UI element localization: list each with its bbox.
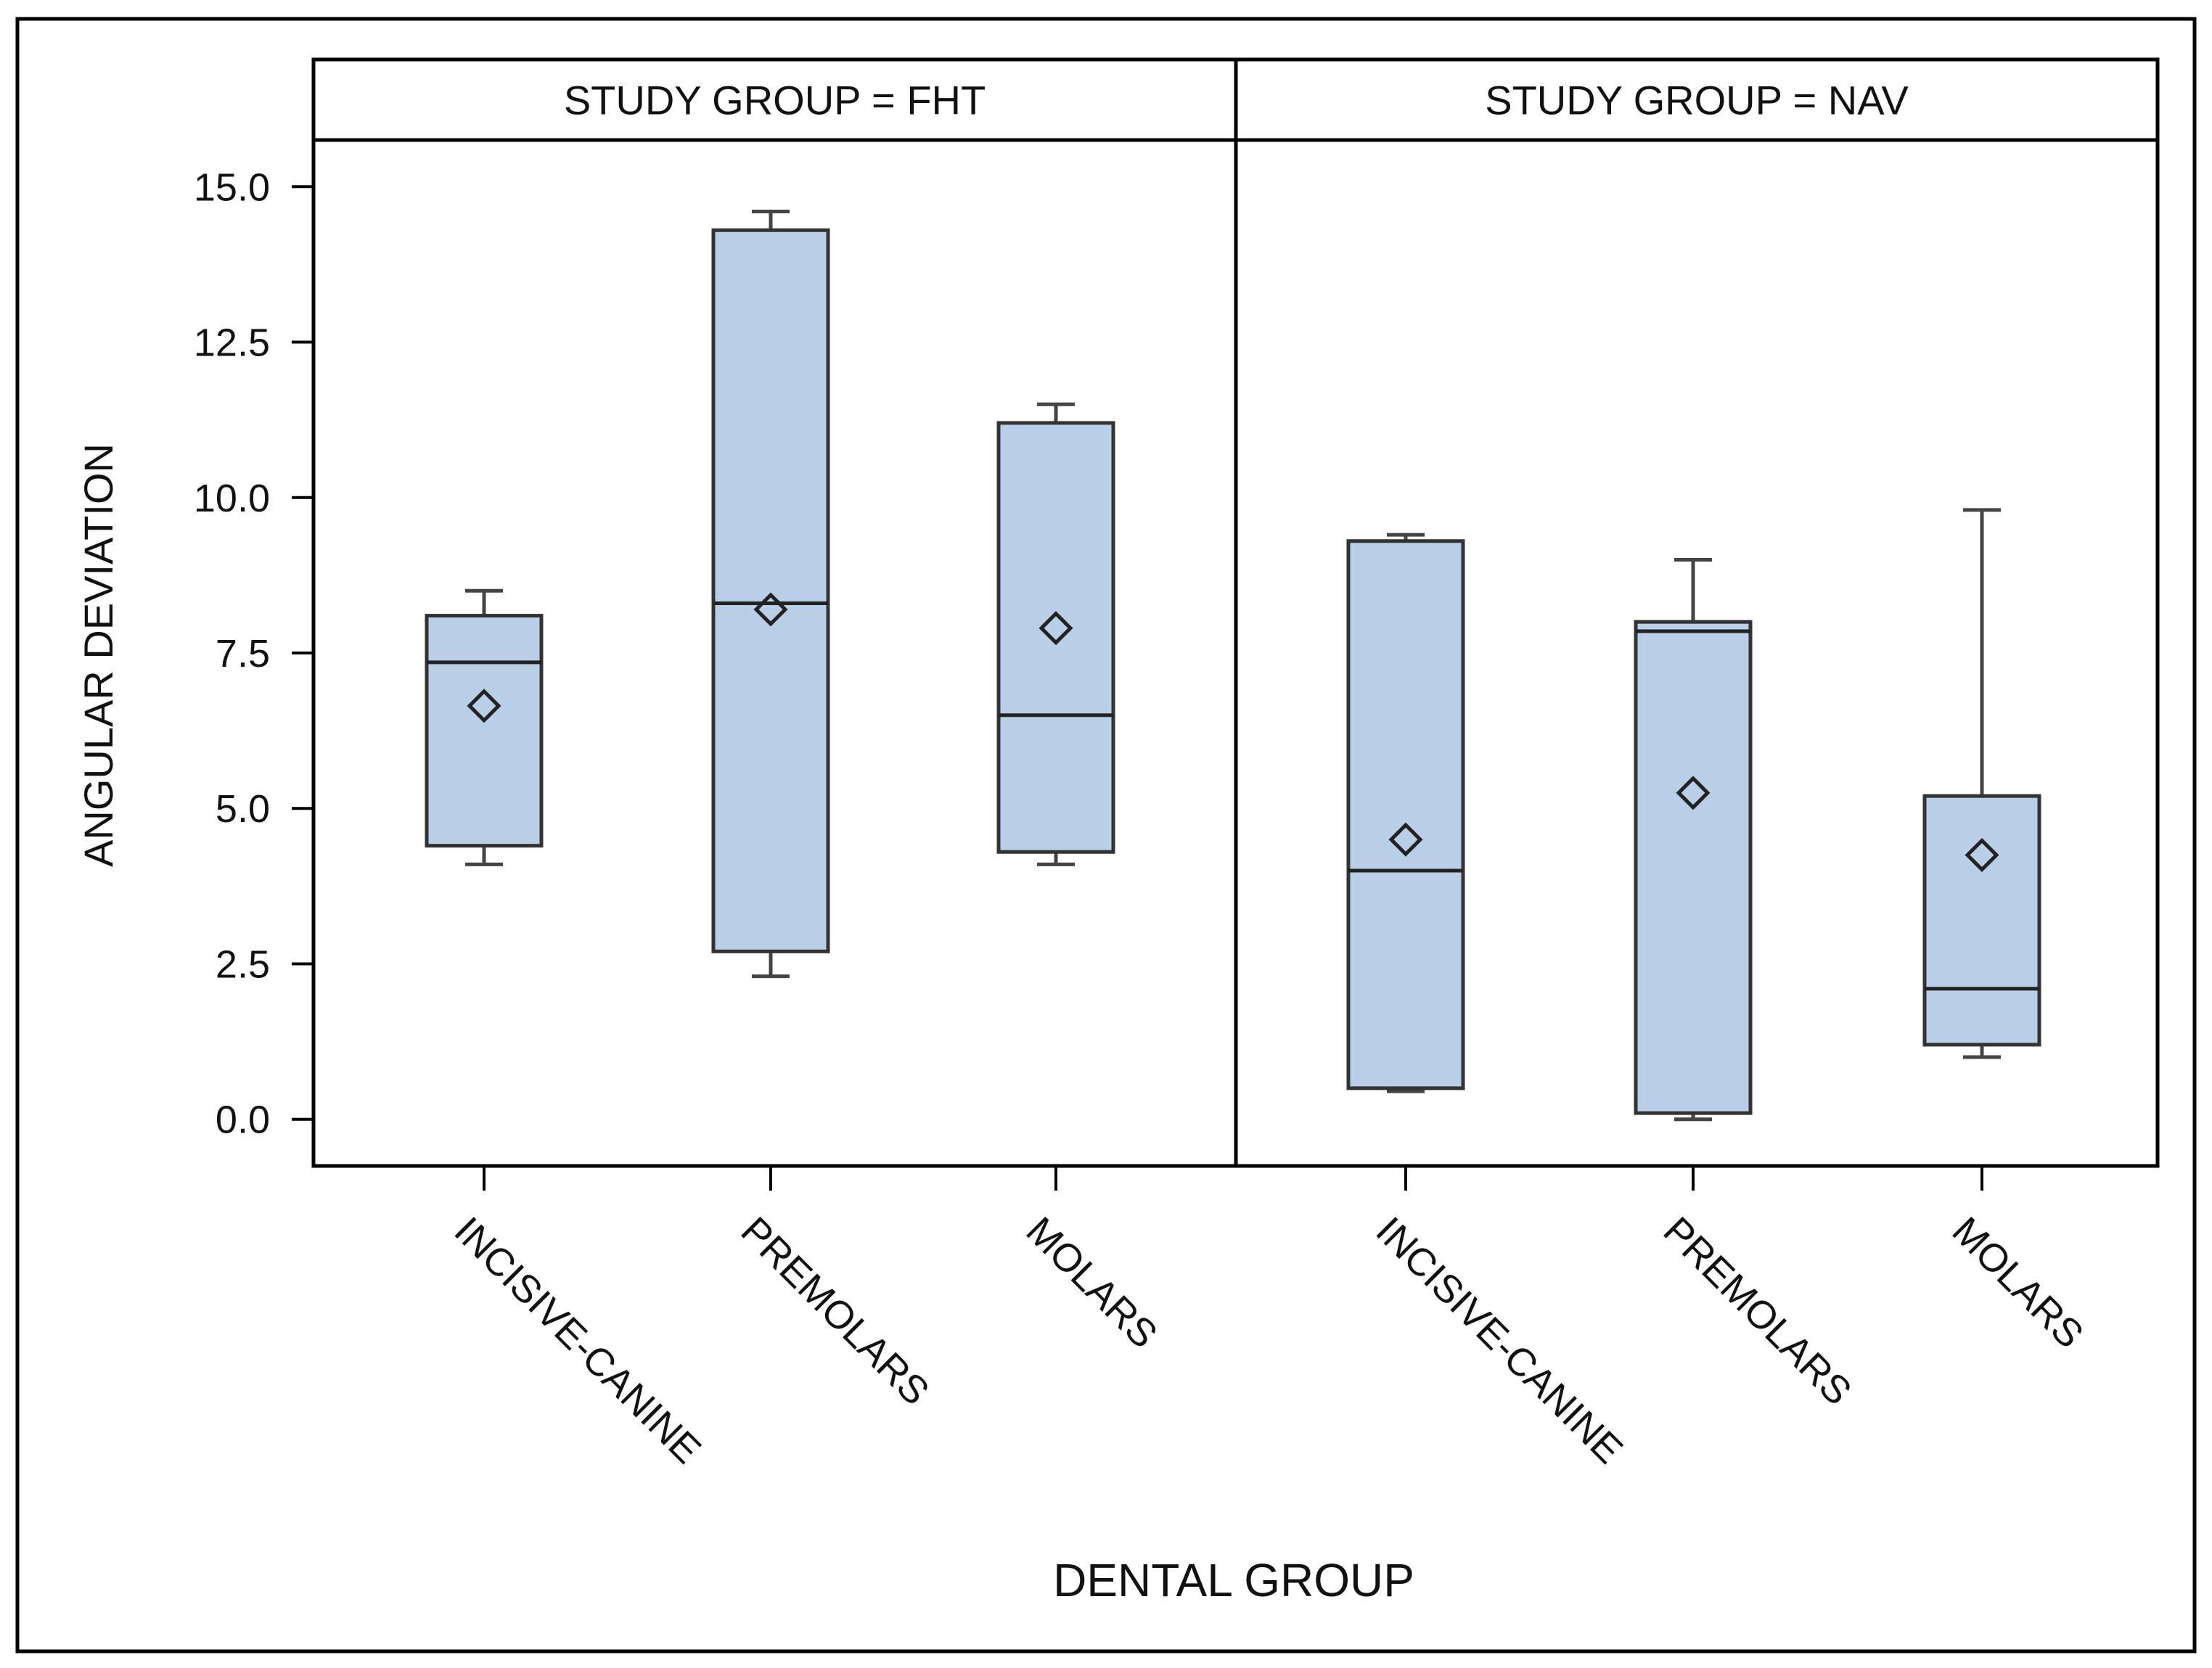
- mean-marker: [1965, 837, 1999, 873]
- iqr-box: [1634, 620, 1753, 1115]
- iqr-box: [1346, 539, 1465, 1090]
- y-tick-label: 7.5: [216, 632, 270, 675]
- y-tick-label: 10.0: [194, 477, 270, 520]
- y-tick-label: 5.0: [216, 787, 270, 831]
- y-tick-label: 15.0: [194, 165, 270, 209]
- iqr-box: [996, 421, 1115, 854]
- x-axis-title: DENTAL GROUP: [1053, 1554, 1414, 1606]
- panel-header: [311, 57, 1238, 142]
- iqr-box: [425, 614, 544, 848]
- mean-marker: [467, 689, 501, 723]
- iqr-box: [1922, 794, 2041, 1047]
- panel-header: [1234, 57, 2160, 142]
- y-tick-label: 12.5: [194, 321, 270, 365]
- panel-header-label: STUDY GROUP = NAV: [1485, 78, 1909, 123]
- mean-marker: [753, 592, 788, 627]
- panel-header-label: STUDY GROUP = FHT: [564, 78, 986, 123]
- mean-marker: [1676, 776, 1711, 810]
- y-tick-label: 0.0: [216, 1098, 270, 1142]
- y-axis-title: ANGULAR DEVIATION: [75, 443, 121, 867]
- iqr-box: [711, 228, 830, 953]
- mean-marker: [1039, 611, 1073, 646]
- y-tick-label: 2.5: [216, 942, 270, 986]
- mean-marker: [1388, 822, 1423, 857]
- y-axis: 0.0 2.5 5.0 7.5 10.0 12.5 15.0: [194, 165, 314, 1142]
